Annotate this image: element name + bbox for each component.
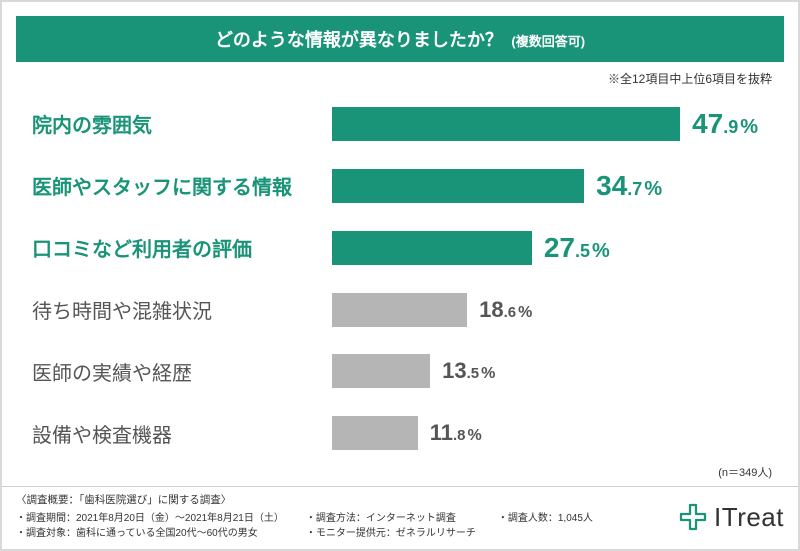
meta-col: 調査人数：1,045人 xyxy=(498,511,593,541)
row-value: 18.6% xyxy=(479,297,532,323)
n-note: (n＝349人) xyxy=(2,464,798,486)
bar-area: 47.9% xyxy=(332,107,768,141)
footer: 〈調査概要：「歯科医院選び」に関する調査〉 調査期間：2021年8月20日（金）… xyxy=(2,486,798,549)
row-label: 医師やスタッフに関する情報 xyxy=(32,171,332,200)
row-label: 医師の実績や経歴 xyxy=(32,357,332,386)
bar-area: 34.7% xyxy=(332,169,768,203)
chart-row: 口コミなど利用者の評価 27.5% xyxy=(32,221,768,275)
row-label: 待ち時間や混雑状況 xyxy=(32,295,332,324)
meta-line: モニター提供元：ゼネラルリサーチ xyxy=(306,526,476,541)
chart-row: 院内の雰囲気 47.9% xyxy=(32,97,768,151)
bar xyxy=(332,354,430,388)
chart-title-sub: (複数回答可) xyxy=(511,34,585,49)
chart-row: 待ち時間や混雑状況 18.6% xyxy=(32,283,768,337)
chart-row: 医師の実績や経歴 13.5% xyxy=(32,344,768,398)
bar xyxy=(332,293,467,327)
bar-area: 18.6% xyxy=(332,293,768,327)
chart-title: どのような情報が異なりましたか？ xyxy=(215,30,503,50)
chart-row: 医師やスタッフに関する情報 34.7% xyxy=(32,159,768,213)
meta-line: 調査方法：インターネット調査 xyxy=(306,511,476,526)
row-value: 11.8% xyxy=(430,420,482,446)
brand-logo: ITreat xyxy=(678,502,784,533)
survey-meta-title: 〈調査概要：「歯科医院選び」に関する調査〉 xyxy=(16,493,660,509)
bar xyxy=(332,169,584,203)
meta-col: 調査方法：インターネット調査モニター提供元：ゼネラルリサーチ xyxy=(306,511,476,541)
meta-line: 調査期間：2021年8月20日（金）〜2021年8月21日（土） xyxy=(16,511,284,526)
chart-row: 設備や検査機器 11.8% xyxy=(32,406,768,460)
bar-area: 13.5% xyxy=(332,354,768,388)
bar xyxy=(332,231,532,265)
bar xyxy=(332,107,680,141)
top-note: ※全12項目中上位6項目を抜粋 xyxy=(2,62,798,89)
row-value: 47.9% xyxy=(692,108,758,140)
chart-title-band: どのような情報が異なりましたか？ (複数回答可) xyxy=(16,16,784,62)
chart-frame: どのような情報が異なりましたか？ (複数回答可) ※全12項目中上位6項目を抜粋… xyxy=(0,0,800,551)
bar-area: 11.8% xyxy=(332,416,768,450)
meta-line: 調査人数：1,045人 xyxy=(498,511,593,526)
row-label: 院内の雰囲気 xyxy=(32,109,332,138)
row-label: 口コミなど利用者の評価 xyxy=(32,233,332,262)
bar-area: 27.5% xyxy=(332,231,768,265)
meta-line: 調査対象：歯科に通っている全国20代〜60代の男女 xyxy=(16,526,284,541)
survey-meta: 〈調査概要：「歯科医院選び」に関する調査〉 調査期間：2021年8月20日（金）… xyxy=(16,493,660,541)
bar xyxy=(332,416,418,450)
row-label: 設備や検査機器 xyxy=(32,419,332,448)
bar-chart: 院内の雰囲気 47.9% 医師やスタッフに関する情報 34.7% 口コミなど利用者の評価… xyxy=(2,89,798,464)
meta-col: 調査期間：2021年8月20日（金）〜2021年8月21日（土）調査対象：歯科に… xyxy=(16,511,284,541)
row-value: 34.7% xyxy=(596,170,662,202)
brand-logo-text: ITreat xyxy=(714,502,784,533)
row-value: 27.5% xyxy=(544,232,610,264)
row-value: 13.5% xyxy=(442,358,495,384)
plus-icon xyxy=(678,502,708,532)
